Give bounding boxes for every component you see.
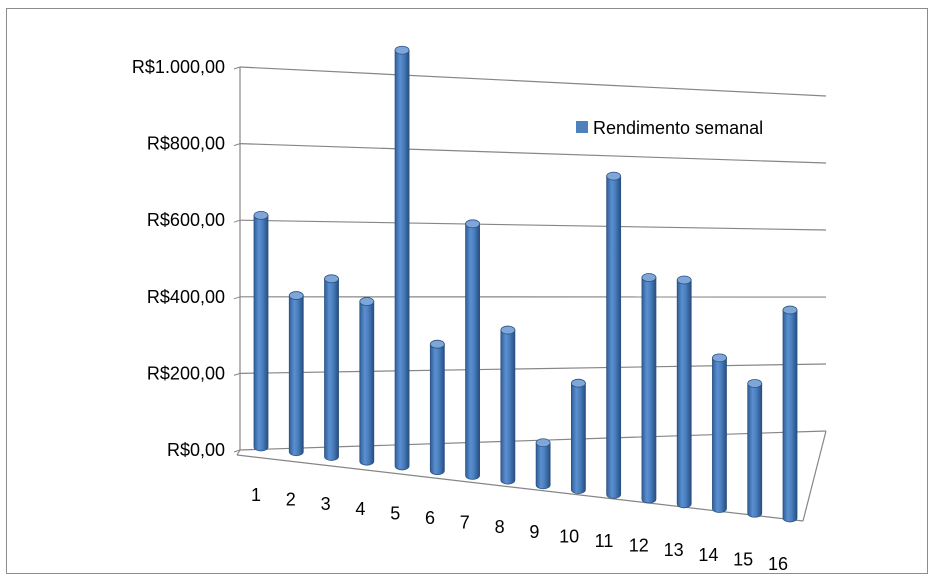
y-tick-label: R$400,00 xyxy=(147,287,225,307)
y-tick-labels: R$0,00 R$200,00 R$400,00 R$600,00 R$800,00 R$… xyxy=(132,57,225,460)
bar-cap xyxy=(288,291,304,300)
bar-body xyxy=(606,175,622,499)
bar-cap xyxy=(712,353,727,363)
y-tick-label: R$0,00 xyxy=(167,440,225,460)
y-tick-mark xyxy=(233,219,241,223)
y-tick-mark xyxy=(233,66,241,70)
x-tick-label: 6 xyxy=(425,508,435,528)
bar xyxy=(676,275,692,509)
bar-body xyxy=(747,383,763,518)
bar-body xyxy=(641,277,657,504)
bar-cap xyxy=(571,378,586,388)
floor-edge xyxy=(236,449,241,456)
y-tick-mark xyxy=(233,143,241,147)
legend: Rendimento semanal xyxy=(576,118,763,138)
bar-cap xyxy=(324,274,339,284)
bar-cap xyxy=(747,379,763,388)
bar-cap xyxy=(535,438,551,448)
bar-cap xyxy=(359,297,375,306)
axes xyxy=(233,66,827,522)
bar xyxy=(606,171,622,499)
x-tick-label: 4 xyxy=(355,499,365,519)
bar-cap xyxy=(500,325,516,335)
bar-body xyxy=(500,329,516,485)
gridline xyxy=(239,219,827,231)
bar-body xyxy=(712,357,727,513)
bar xyxy=(712,353,727,513)
y-tick-label: R$1.000,00 xyxy=(132,57,225,77)
bar-body xyxy=(571,382,586,494)
bar-body xyxy=(429,343,445,476)
bar xyxy=(324,274,339,461)
y-tick-label: R$800,00 xyxy=(147,134,225,154)
floor-edge xyxy=(802,430,827,522)
y-tick-mark xyxy=(233,372,241,376)
bar xyxy=(359,297,375,466)
x-tick-label: 8 xyxy=(495,517,505,537)
x-axis-line xyxy=(236,454,804,522)
legend-swatch xyxy=(576,121,588,133)
bar-cap xyxy=(676,275,692,285)
bar-cap xyxy=(465,219,481,229)
bar-body xyxy=(288,295,304,457)
x-tick-label: 2 xyxy=(286,490,296,510)
bar xyxy=(465,219,481,480)
x-tick-label: 7 xyxy=(460,513,470,533)
bar xyxy=(641,273,657,504)
x-tick-label: 5 xyxy=(390,503,400,523)
x-tick-label: 13 xyxy=(664,540,684,560)
bar-body xyxy=(535,442,551,490)
bars xyxy=(253,45,798,523)
x-tick-label: 16 xyxy=(768,554,788,574)
bar-cap xyxy=(782,305,798,315)
bar xyxy=(253,210,269,452)
bar xyxy=(394,45,410,471)
bar-body xyxy=(324,278,339,461)
bar-body xyxy=(676,279,692,509)
gridline xyxy=(239,143,827,164)
bar-cap xyxy=(429,339,445,349)
bar-cap xyxy=(606,171,622,181)
bar xyxy=(571,378,586,494)
y-tick-mark xyxy=(233,449,241,453)
y-tick-label: R$200,00 xyxy=(147,363,225,383)
bar xyxy=(782,305,798,523)
bar-cap xyxy=(394,45,410,55)
bar-body xyxy=(782,309,798,523)
legend-label: Rendimento semanal xyxy=(593,118,763,138)
bar-body xyxy=(394,49,410,471)
y-tick-mark xyxy=(233,296,241,300)
x-tick-labels: 1 2 3 4 5 6 7 8 9 10 11 12 13 14 15 16 xyxy=(251,485,788,574)
x-tick-label: 9 xyxy=(529,522,539,542)
bar-body xyxy=(253,215,269,452)
x-tick-label: 14 xyxy=(698,545,718,565)
bar xyxy=(288,291,304,457)
x-tick-label: 1 xyxy=(251,485,261,505)
bar-body xyxy=(465,223,480,480)
x-tick-label: 3 xyxy=(321,494,331,514)
bar-cap xyxy=(641,273,657,282)
x-tick-label: 15 xyxy=(733,549,753,569)
y-tick-label: R$600,00 xyxy=(147,210,225,230)
x-tick-label: 12 xyxy=(629,536,649,556)
bar-cap xyxy=(253,210,269,220)
bar xyxy=(747,379,763,518)
bar xyxy=(535,438,551,490)
bar xyxy=(500,325,516,485)
gridline xyxy=(239,66,827,97)
x-tick-label: 11 xyxy=(595,531,614,551)
bar xyxy=(429,339,445,476)
bar-body xyxy=(359,301,375,466)
x-tick-label: 10 xyxy=(559,526,579,546)
